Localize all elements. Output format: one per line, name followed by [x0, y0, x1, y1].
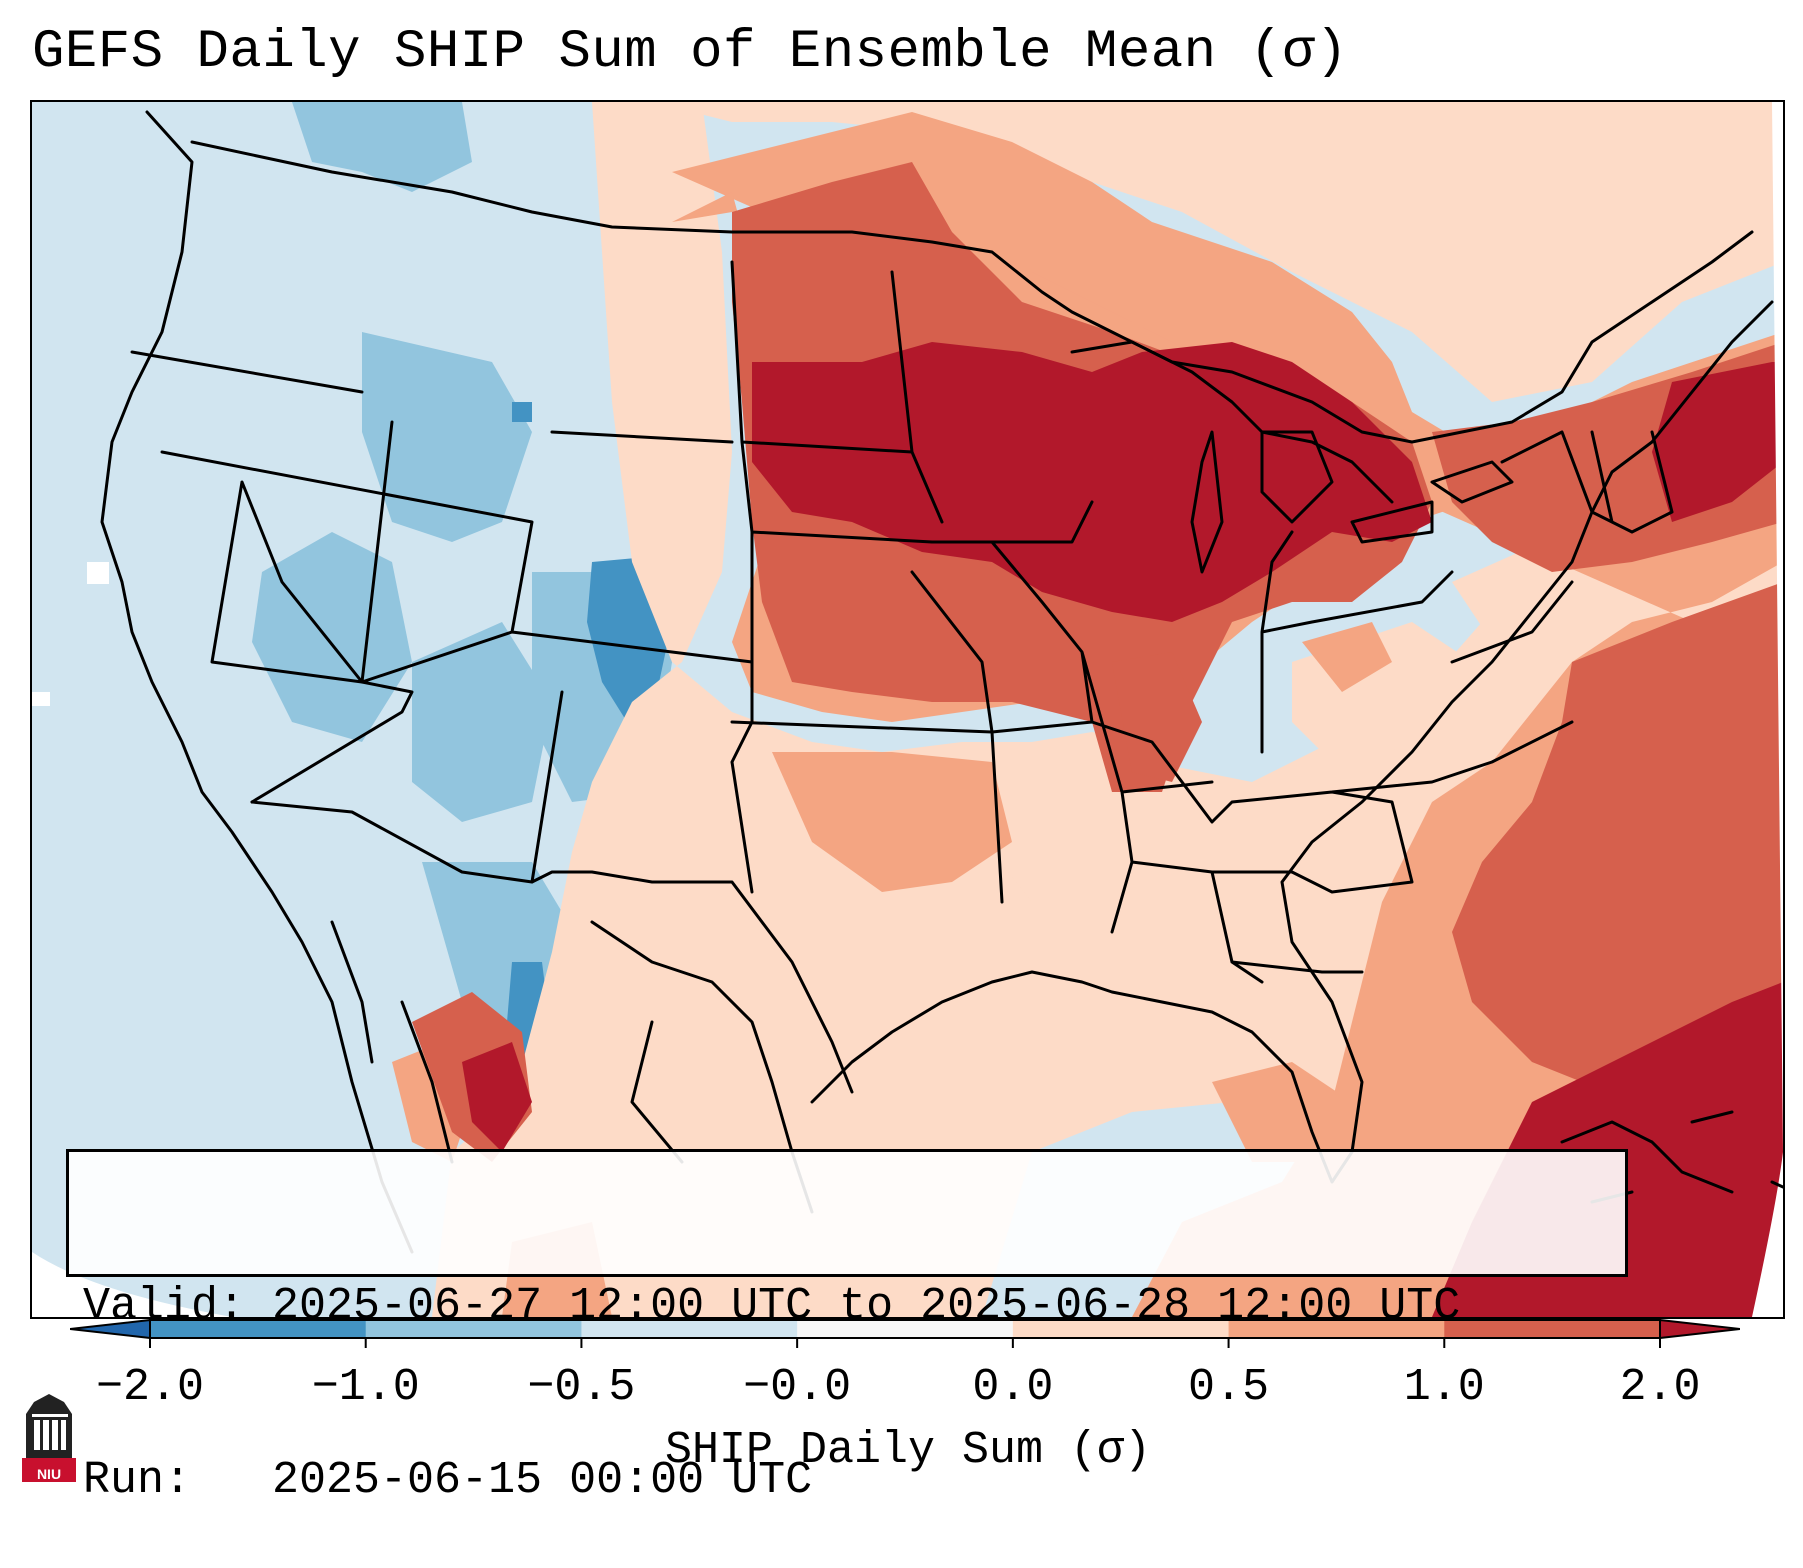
state-borders-northeast: [1500, 430, 1674, 534]
colorbar-tick-label: −2.0: [95, 1362, 205, 1413]
colorbar-label: SHIP Daily Sum (σ): [664, 1425, 1152, 1476]
great-lakes: [1070, 340, 1514, 574]
colorbar-segment: [1444, 1320, 1661, 1338]
state-borders-central: [730, 260, 1574, 984]
colorbar-segment: [1012, 1320, 1230, 1338]
state-borders-west: [130, 350, 1004, 904]
projection-edge-left: [32, 1252, 232, 1317]
niu-logo-text: NIU: [36, 1466, 62, 1482]
map-canvas: [32, 102, 1783, 1317]
colorbar-segment: [365, 1320, 582, 1338]
colorbar-extend-high: [1659, 1318, 1740, 1340]
map-title: GEFS Daily SHIP Sum of Ensemble Mean (σ): [32, 22, 1349, 83]
colorbar-extend-low: [70, 1318, 151, 1340]
colorbar-tick-label: −0.0: [743, 1362, 852, 1413]
colorbar-segment: [1228, 1320, 1445, 1338]
colorbar-tick-label: −1.0: [311, 1362, 420, 1413]
colorbar-tick-label: 0.5: [1188, 1362, 1270, 1413]
colorbar-segment: [797, 1320, 1014, 1338]
validity-info-box: Valid: 2025-06-27 12:00 UTC to 2025-06-2…: [66, 1149, 1628, 1506]
run-time-text: Run: 2025-06-15 00:00 UTC: [83, 1455, 813, 1506]
colorbar-segment: [581, 1320, 798, 1338]
colorbar-tick-label: 2.0: [1619, 1362, 1701, 1413]
geography-lines: [100, 110, 1783, 1254]
us-mexico-border: [250, 800, 854, 1094]
projection-edge-right: [1752, 102, 1783, 1317]
pacific-coastline: [100, 110, 414, 1254]
niu-logo: NIU: [20, 1392, 78, 1484]
colorbar-segment: [150, 1320, 367, 1338]
colorbar-outline: [149, 1319, 1661, 1339]
projection-gap: [32, 692, 50, 706]
niu-logo-icon: [22, 1394, 76, 1482]
colorbar-tick-label: −0.5: [527, 1362, 636, 1413]
projection-gap: [87, 562, 109, 584]
mexico-interior: [330, 920, 684, 1164]
colorbar: [70, 1318, 1740, 1348]
map-panel: [30, 100, 1785, 1319]
colorbar-tick-label: 0.0: [972, 1362, 1054, 1413]
colorbar-tick-label: 1.0: [1403, 1362, 1485, 1413]
